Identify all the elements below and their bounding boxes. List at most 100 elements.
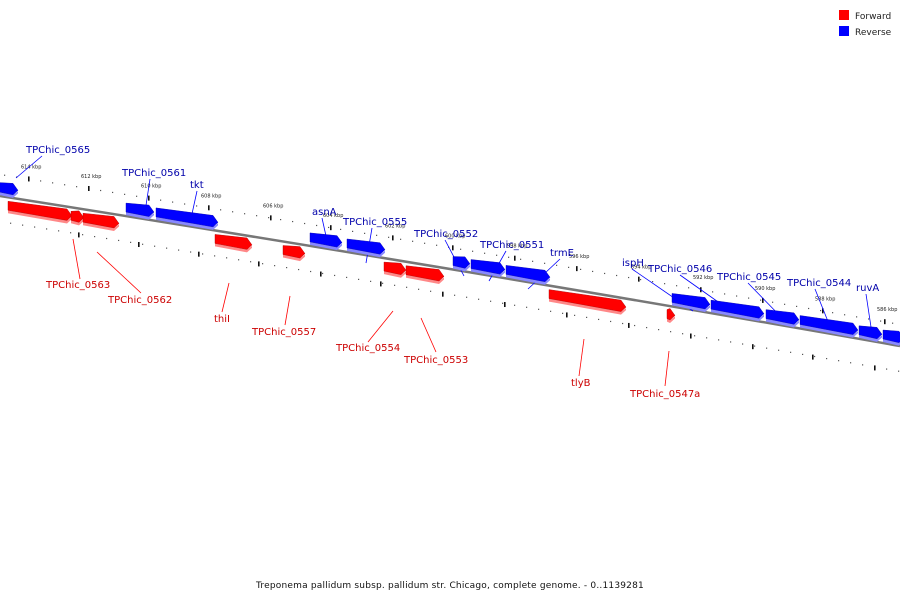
forward-gene-arrow[interactable] bbox=[405, 265, 445, 282]
upper-scale-dot bbox=[256, 215, 258, 217]
forward-gene-arrow[interactable] bbox=[282, 245, 306, 259]
forward-gene-label[interactable]: TPChic_0554 bbox=[335, 343, 400, 354]
lower-scale-dot bbox=[382, 282, 384, 284]
forward-gene-label[interactable]: TPChic_0553 bbox=[403, 355, 468, 366]
forward-gene-label[interactable]: thiI bbox=[214, 314, 230, 325]
forward-gene-arrow[interactable] bbox=[666, 308, 676, 321]
forward-gene-label[interactable]: TPChic_0557 bbox=[251, 327, 316, 338]
upper-scale-dot bbox=[592, 270, 594, 273]
upper-scale-dot bbox=[496, 254, 498, 256]
gene-arrows[interactable] bbox=[0, 182, 900, 346]
forward-gene-arrow[interactable] bbox=[548, 289, 627, 312]
lower-scale-dot bbox=[682, 333, 684, 335]
reverse-gene-arrow[interactable] bbox=[671, 293, 711, 310]
lower-tick-mark bbox=[442, 291, 444, 297]
lower-scale-dot bbox=[430, 290, 432, 292]
upper-scale-dot bbox=[436, 244, 438, 246]
forward-gene-arrow[interactable] bbox=[214, 234, 253, 250]
reverse-leader-line bbox=[15, 155, 43, 179]
gene-arrow-shadow bbox=[883, 339, 900, 346]
reverse-gene-label[interactable]: TPChic_0561 bbox=[121, 168, 186, 179]
forward-gene-label[interactable]: TPChic_0547a bbox=[629, 389, 700, 400]
reverse-gene-arrow[interactable] bbox=[882, 329, 900, 343]
gene-arrow-shadow bbox=[347, 247, 385, 258]
lower-scale-dot bbox=[862, 364, 864, 366]
lower-scale-dot bbox=[142, 243, 144, 245]
reverse-gene-label[interactable]: asnA bbox=[312, 207, 337, 218]
reverse-gene-label[interactable]: ispH bbox=[622, 258, 644, 269]
upper-scale-dot bbox=[544, 262, 546, 264]
reverse-gene-arrow[interactable] bbox=[0, 182, 19, 196]
forward-leader-line bbox=[578, 338, 585, 377]
reverse-leader-line bbox=[814, 288, 830, 325]
reverse-gene-label[interactable]: TPChic_0565 bbox=[25, 145, 90, 156]
upper-scale-dot bbox=[52, 182, 54, 184]
reverse-gene-label[interactable]: ruvA bbox=[856, 283, 879, 294]
lower-scale-dot bbox=[34, 226, 36, 228]
lower-scale-dot bbox=[502, 302, 504, 304]
reverse-gene-label[interactable]: trmE bbox=[550, 248, 574, 259]
forward-gene-label[interactable]: TPChic_0562 bbox=[107, 295, 172, 306]
lower-scale-dot bbox=[598, 318, 600, 321]
lower-tick-mark bbox=[258, 261, 260, 267]
kbp-tick-label: 610 kbp bbox=[141, 184, 161, 190]
lower-tick-mark bbox=[690, 333, 692, 339]
lower-scale-dot bbox=[706, 337, 708, 339]
reverse-gene-arrow[interactable] bbox=[505, 265, 551, 282]
reverse-gene-arrow[interactable] bbox=[309, 232, 343, 248]
upper-scale-dot bbox=[184, 203, 186, 205]
upper-scale-dot bbox=[196, 205, 198, 207]
forward-gene-arrow[interactable] bbox=[383, 261, 407, 275]
upper-scale-dot bbox=[580, 268, 582, 270]
forward-gene-label[interactable]: TPChic_0563 bbox=[45, 280, 110, 291]
upper-scale-dot bbox=[424, 242, 426, 244]
lower-scale-dot bbox=[754, 345, 756, 347]
reverse-gene-arrow[interactable] bbox=[765, 309, 800, 325]
forward-gene-arrow[interactable] bbox=[70, 210, 85, 223]
forward-gene-label[interactable]: tlyB bbox=[571, 378, 591, 389]
kbp-tick-label: 612 kbp bbox=[81, 174, 101, 180]
kbp-tick-mark bbox=[884, 319, 886, 325]
reverse-gene-arrow[interactable] bbox=[452, 256, 471, 269]
reverse-gene-label[interactable]: TPChic_0544 bbox=[786, 278, 851, 289]
reverse-gene-label[interactable]: TPChic_0546 bbox=[647, 264, 712, 275]
upper-scale-dot bbox=[796, 305, 798, 308]
lower-scale-dot bbox=[694, 335, 696, 337]
upper-scale-dot bbox=[400, 238, 402, 240]
reverse-gene-label[interactable]: TPChic_0551 bbox=[479, 240, 544, 251]
lower-scale-dot bbox=[154, 245, 156, 247]
reverse-gene-arrow[interactable] bbox=[155, 207, 219, 228]
upper-scale-dot bbox=[640, 278, 642, 281]
upper-scale-dot bbox=[412, 240, 414, 242]
upper-scale-dot bbox=[880, 320, 882, 322]
lower-scale-dot bbox=[322, 272, 324, 275]
upper-scale-dot bbox=[292, 220, 294, 223]
reverse-gene-arrow[interactable] bbox=[710, 299, 765, 319]
reverse-gene-label[interactable]: TPChic_0545 bbox=[716, 272, 781, 283]
upper-scale-dot bbox=[244, 213, 246, 215]
lower-scale-dot bbox=[178, 249, 180, 251]
upper-scale-dot bbox=[808, 307, 810, 310]
reverse-gene-arrow[interactable] bbox=[470, 259, 506, 275]
forward-gene-arrow[interactable] bbox=[7, 201, 73, 221]
lower-scale-dot bbox=[562, 312, 564, 314]
forward-gene-arrow[interactable] bbox=[82, 212, 120, 229]
upper-scale-dot bbox=[304, 222, 306, 225]
reverse-gene-arrow[interactable] bbox=[858, 325, 883, 340]
reverse-gene-arrow[interactable] bbox=[346, 238, 386, 255]
reverse-gene-label[interactable]: TPChic_0552 bbox=[413, 229, 478, 240]
upper-scale-dot bbox=[568, 266, 570, 268]
reverse-gene-label[interactable]: tkt bbox=[190, 180, 204, 191]
lower-scale-dot bbox=[790, 351, 792, 353]
forward-leader-line bbox=[96, 251, 142, 294]
upper-scale-dot bbox=[376, 234, 378, 236]
reverse-gene-arrow[interactable] bbox=[125, 202, 155, 217]
upper-scale-dot bbox=[136, 195, 138, 197]
lower-scale-dot bbox=[898, 370, 900, 372]
lower-tick-mark bbox=[138, 242, 140, 248]
reverse-gene-arrow[interactable] bbox=[799, 315, 859, 335]
lower-tick-mark bbox=[320, 271, 322, 277]
reverse-gene-label[interactable]: TPChic_0555 bbox=[342, 217, 407, 228]
forward-leader-line bbox=[284, 295, 291, 326]
kbp-tick-mark bbox=[392, 235, 394, 241]
